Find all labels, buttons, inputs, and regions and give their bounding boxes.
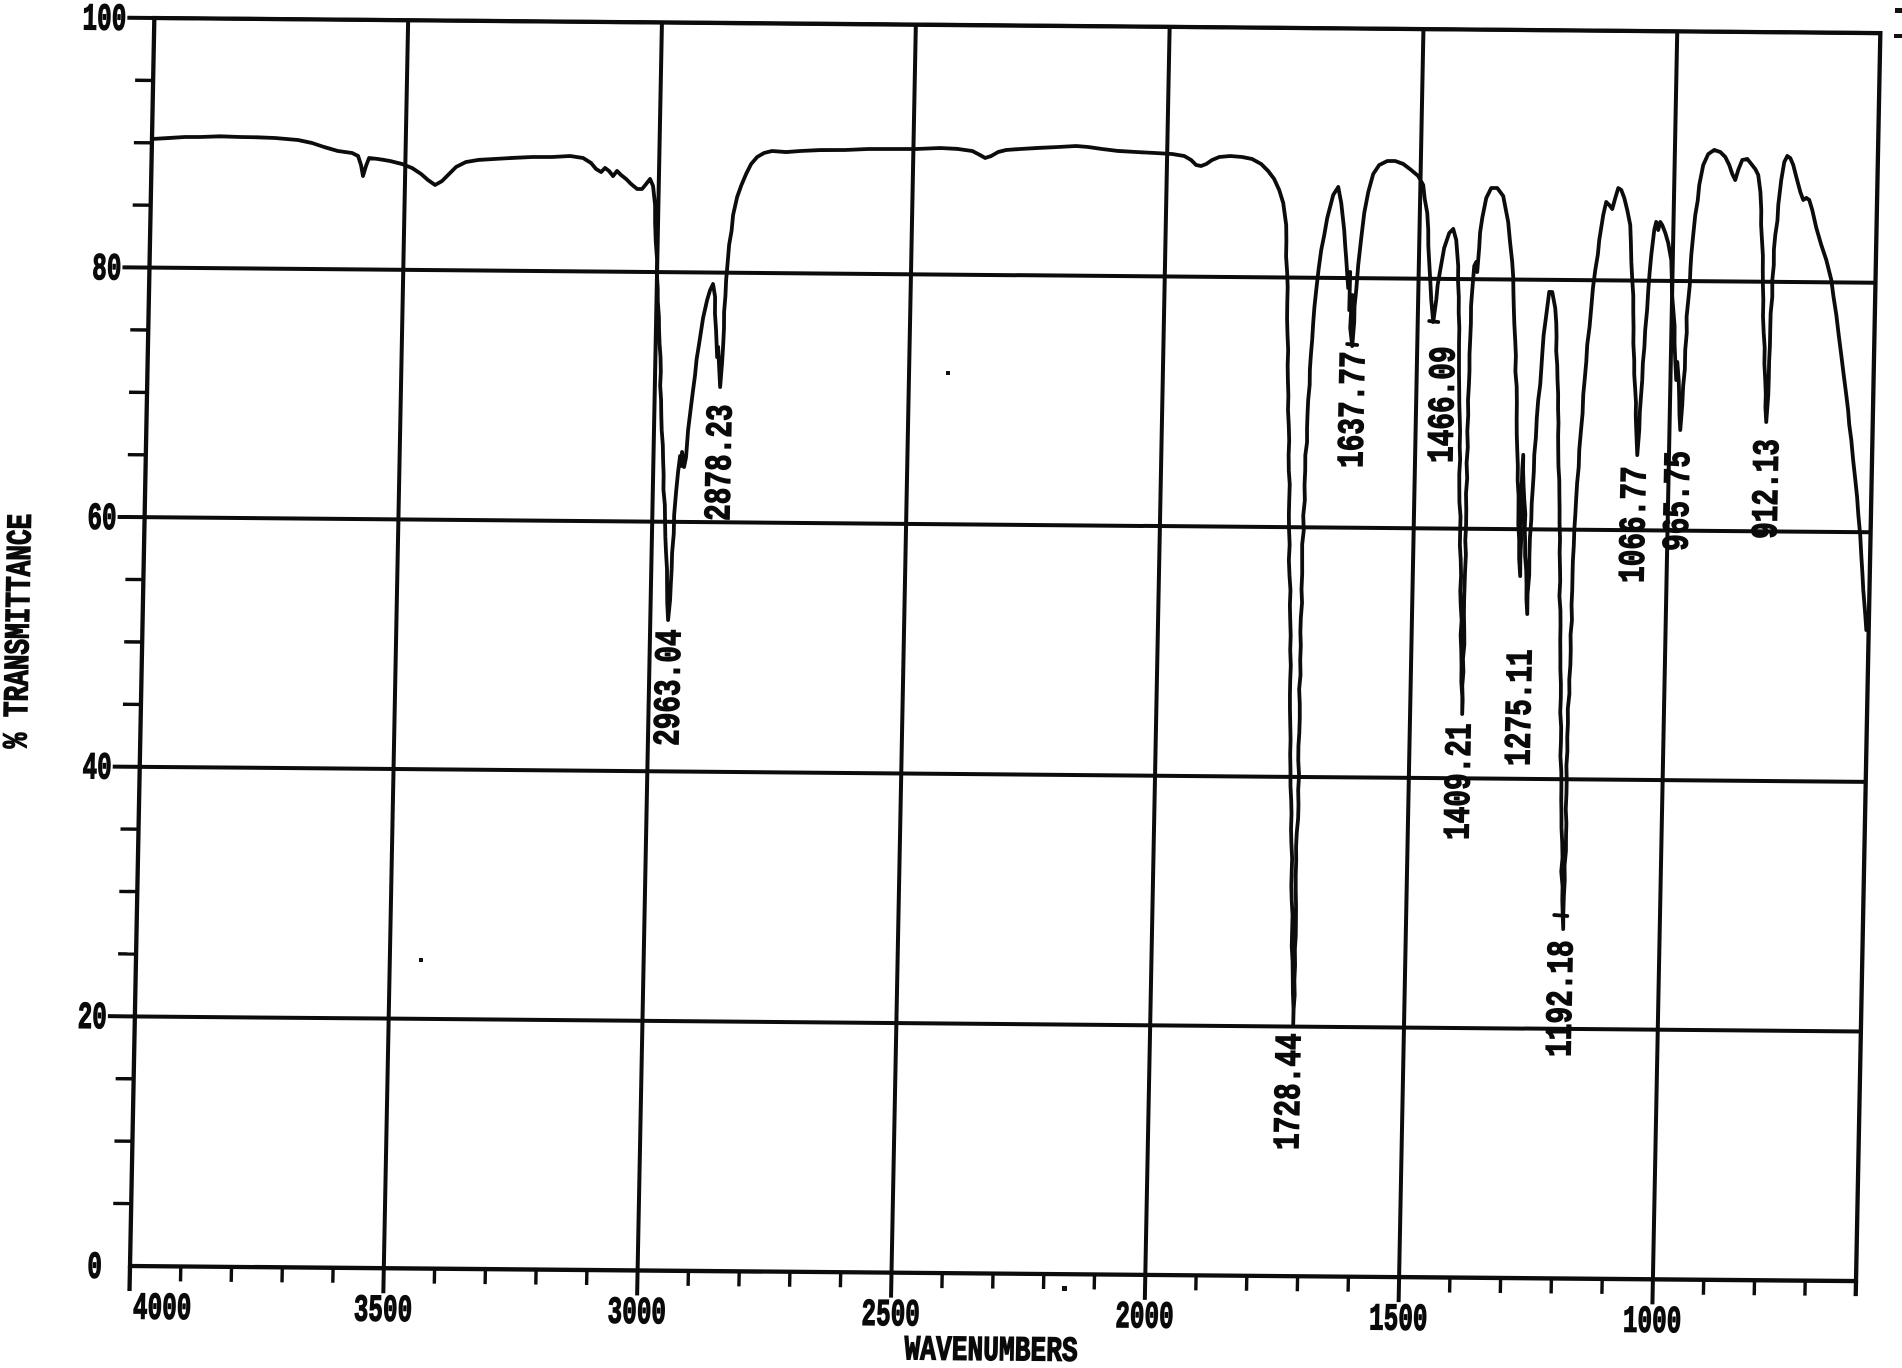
- svg-text:1066.77: 1066.77: [1613, 466, 1657, 583]
- svg-text:2500: 2500: [861, 1293, 920, 1338]
- svg-text:1192.18: 1192.18: [1540, 940, 1584, 1057]
- svg-text:2963.04: 2963.04: [648, 629, 692, 746]
- svg-text:4000: 4000: [133, 1286, 192, 1331]
- svg-text:1637.77: 1637.77: [1332, 351, 1376, 468]
- svg-text:100: 100: [82, 0, 127, 42]
- svg-text:912.13: 912.13: [1746, 439, 1790, 539]
- svg-text:3500: 3500: [353, 1288, 412, 1333]
- svg-text:1466.09: 1466.09: [1422, 346, 1466, 463]
- svg-text:1409.21: 1409.21: [1438, 723, 1482, 840]
- svg-text:60: 60: [87, 497, 117, 541]
- svg-text:2878.23: 2878.23: [699, 404, 743, 521]
- svg-text:1728.44: 1728.44: [1268, 1033, 1312, 1150]
- svg-text:% TRANSMITTANCE: % TRANSMITTANCE: [0, 514, 42, 749]
- svg-text:0: 0: [87, 1245, 102, 1289]
- svg-text:WAVENUMBERS: WAVENUMBERS: [904, 1331, 1078, 1368]
- svg-text:1000: 1000: [1622, 1299, 1681, 1344]
- svg-text:1500: 1500: [1369, 1297, 1428, 1342]
- svg-text:20: 20: [77, 996, 107, 1040]
- svg-text:965.75: 965.75: [1657, 451, 1701, 551]
- svg-text:80: 80: [92, 247, 122, 291]
- svg-text:1275.11: 1275.11: [1499, 649, 1543, 766]
- svg-text:2000: 2000: [1115, 1295, 1174, 1340]
- svg-text:40: 40: [82, 746, 112, 790]
- svg-text:3000: 3000: [607, 1291, 666, 1336]
